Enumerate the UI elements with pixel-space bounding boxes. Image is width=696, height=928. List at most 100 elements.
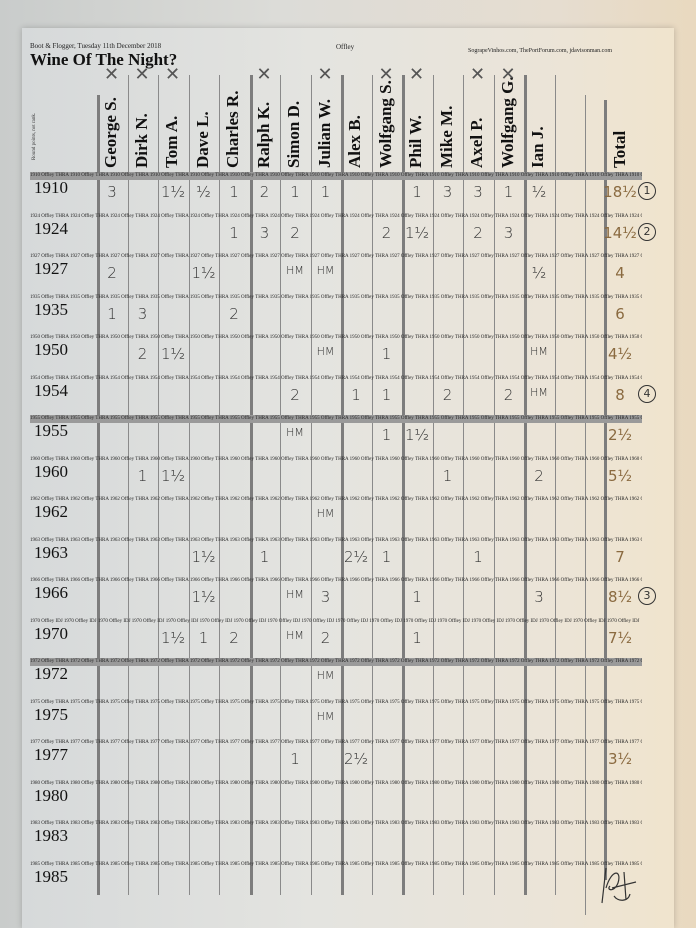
total-score: 2½	[607, 426, 633, 444]
score-cell: 1	[229, 183, 239, 201]
score-cell: 2	[290, 385, 300, 404]
score-cell: 3	[442, 183, 453, 201]
vintage-year: 1954	[34, 380, 68, 400]
vintage-label-strip: 1910 Offley THRA 1910 Offley THRA 1910 O…	[30, 172, 642, 180]
vintage-year: 1955	[34, 421, 68, 440]
column-header: Ian J.	[524, 70, 554, 168]
score-cell: 2	[229, 304, 239, 323]
total-score: 8½	[607, 588, 633, 606]
score-cell: 2	[229, 628, 239, 647]
score-cell: HM	[286, 264, 304, 277]
score-cell: 1½	[191, 588, 216, 606]
score-cell: 2	[473, 223, 483, 242]
participant-name: Ian J.	[528, 126, 547, 168]
vintage-label-strip: 1935 Offley THRA 1935 Offley THRA 1935 O…	[30, 294, 642, 300]
cross-mark-icon: ✕	[256, 64, 272, 85]
column-header: Mike M.	[433, 70, 463, 168]
signature	[601, 867, 637, 904]
rank-circle: 3	[638, 587, 656, 605]
score-cell: 1½	[191, 547, 216, 566]
cross-mark-icon: ✕	[409, 64, 425, 85]
column-divider	[371, 75, 373, 895]
score-cell: 1½	[160, 345, 186, 363]
producer: Offley	[336, 43, 355, 51]
vintage-label-strip: 1975 Offley THRA 1975 Offley THRA 1975 O…	[30, 699, 642, 705]
vintage-label-strip: 1924 Offley THRA 1924 Offley THRA 1924 O…	[30, 213, 642, 219]
score-cell: 3	[473, 183, 483, 201]
participant-name: Charles R.	[223, 90, 242, 168]
cross-mark-icon: ✕	[104, 64, 120, 85]
total-header: Total	[606, 70, 636, 168]
score-cell: 2	[137, 345, 148, 363]
column-header	[555, 70, 585, 168]
participant-name: George S.	[101, 97, 120, 168]
websites: SograpeVinhos.com, ThePortForum.com, jda…	[468, 48, 613, 54]
participant-name: Julian W.	[314, 99, 334, 168]
score-cell: 2½	[343, 750, 369, 768]
participant-name: Alex B.	[345, 115, 364, 168]
vintage-label-strip: 1950 Offley THRA 1950 Offley THRA 1950 O…	[30, 335, 642, 340]
total-score: 4	[615, 264, 625, 282]
sheet-title: Wine Of The Night?	[30, 50, 178, 69]
vintage-label-strip: 1980 Offley THRA 1980 Offley THRA 1980 O…	[30, 780, 642, 786]
score-cell: 1	[290, 183, 300, 201]
column-header: Alex B.	[341, 70, 371, 168]
vintage-label-strip: 1960 Offley THRA 1960 Offley THRA 1960 O…	[30, 456, 642, 462]
score-cell: 3	[137, 304, 148, 323]
vintage-year: 1983	[34, 826, 68, 845]
column-divider	[402, 75, 405, 895]
column-divider	[97, 95, 100, 895]
vintage-year: 1975	[34, 704, 68, 724]
vintage-year: 1950	[34, 340, 68, 359]
score-cell: 1	[259, 547, 270, 566]
score-cell: HM	[530, 345, 548, 358]
score-cell: 2	[381, 223, 392, 242]
column-divider	[554, 75, 556, 895]
column-divider	[463, 75, 464, 895]
total-score: 8	[615, 385, 625, 404]
vintage-label-strip: 1966 Offley THRA 1966 Offley THRA 1966 O…	[30, 578, 642, 583]
score-cell: HM	[316, 709, 335, 723]
score-cell: 2	[259, 183, 270, 201]
score-cell: ½	[531, 183, 547, 201]
vintage-year: 1910	[34, 178, 68, 197]
score-cell: 1	[442, 466, 453, 485]
vintage-year: 1985	[34, 866, 68, 886]
column-divider	[341, 75, 344, 895]
vintage-label-strip: 1962 Offley THRA 1962 Offley THRA 1962 O…	[30, 497, 642, 502]
column-header: Charles R.	[219, 70, 249, 168]
participant-name: Tom A.	[162, 115, 181, 168]
score-cell: 1½	[160, 466, 186, 485]
score-cell: 1	[412, 628, 422, 647]
participant-name: Simon D.	[284, 100, 303, 168]
score-cell: HM	[316, 345, 335, 358]
score-cell: 1	[320, 183, 331, 201]
total-score: 6	[615, 304, 625, 323]
cross-mark-icon: ✕	[500, 64, 516, 85]
vintage-label-strip: 1955 Offley THRA 1955 Offley THRA 1955 O…	[30, 415, 642, 423]
rank-circle: 1	[638, 182, 656, 200]
vintage-label-strip: 1927 Offley THRA 1927 Offley THRA 1927 O…	[30, 254, 642, 259]
vintage-year: 1963	[34, 542, 68, 562]
score-cell: 1	[381, 426, 392, 444]
score-cell: 3	[503, 223, 514, 242]
score-cell: 1½	[404, 426, 430, 444]
total-divider	[604, 100, 607, 880]
score-cell: 3	[320, 588, 331, 606]
total-score: 14½	[603, 223, 637, 242]
total-score: 7½	[607, 628, 633, 647]
cross-mark-icon: ✕	[165, 64, 181, 85]
score-cell: 1	[503, 183, 514, 201]
score-cell: 3	[534, 588, 544, 606]
score-cell: 1½	[404, 223, 430, 242]
vintage-year: 1980	[34, 785, 68, 805]
cross-mark-icon: ✕	[317, 64, 333, 85]
score-cell: HM	[286, 628, 304, 642]
column-header: Simon D.	[280, 70, 310, 168]
column-divider	[524, 75, 527, 895]
score-cell: HM	[316, 669, 335, 682]
score-cell: 1	[229, 223, 239, 242]
column-divider	[219, 75, 220, 895]
score-cell: 1	[381, 547, 392, 566]
participant-name: Wolfgang G.	[497, 76, 517, 168]
